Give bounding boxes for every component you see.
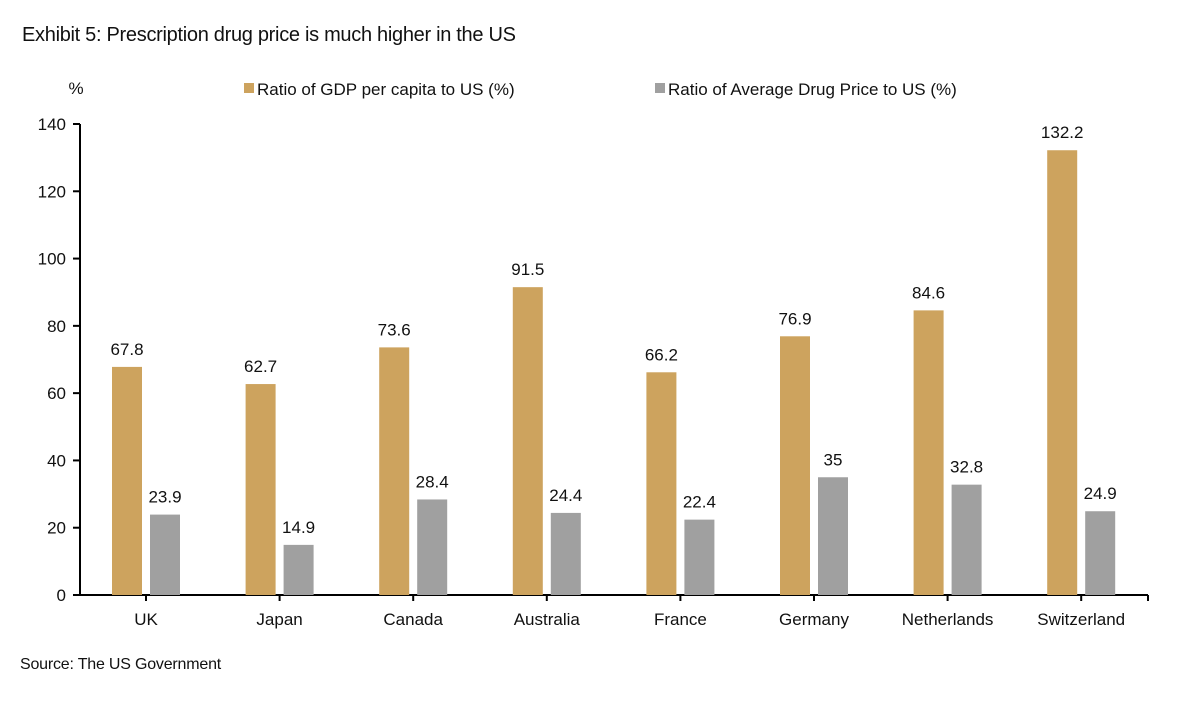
x-tick-label: Japan [256,610,302,629]
bar-drug-price-ratio [550,512,581,595]
data-label-gdp-ratio: 91.5 [511,260,544,279]
y-tick-label: 20 [47,519,66,538]
data-label-gdp-ratio: 67.8 [110,340,143,359]
legend-label: Ratio of Average Drug Price to US (%) [668,80,957,99]
y-tick-label: 80 [47,317,66,336]
bar-drug-price-ratio [818,477,848,595]
bar-gdp-ratio [780,336,810,595]
legend-label: Ratio of GDP per capita to US (%) [257,80,515,99]
bar-gdp-ratio [112,366,142,595]
data-label-gdp-ratio: 62.7 [244,357,277,376]
x-tick-label: Canada [383,610,443,629]
y-tick-label: 120 [38,182,66,201]
data-label-drug-price-ratio: 22.4 [683,493,716,512]
data-label-gdp-ratio: 132.2 [1041,123,1084,142]
y-tick-label: 100 [38,250,66,269]
data-label-drug-price-ratio: 32.8 [950,458,983,477]
bar-drug-price-ratio [684,519,715,595]
data-label-drug-price-ratio: 14.9 [282,518,315,537]
y-tick-label: 140 [38,115,66,134]
bar-drug-price-ratio [951,484,982,595]
x-tick-label: Netherlands [902,610,994,629]
y-axis-unit-label: % [68,79,83,98]
data-label-gdp-ratio: 66.2 [645,345,678,364]
bar-drug-price-ratio [417,499,448,595]
data-label-gdp-ratio: 73.6 [378,320,411,339]
bars [112,150,1116,595]
axes: 0 20 40 60 80 100 120 140 UK Japan Canada Australia… [38,115,1149,629]
bar-drug-price-ratio [1085,511,1116,595]
x-tick-label: UK [134,610,158,629]
legend-swatch [244,83,254,93]
legend: Ratio of GDP per capita to US (%) Ratio o… [244,80,957,99]
data-label-gdp-ratio: 84.6 [912,283,945,302]
y-tick-label: 0 [57,586,66,605]
data-label-drug-price-ratio: 28.4 [416,472,449,491]
y-tick-label: 40 [47,451,66,470]
x-tick-label: Switzerland [1037,610,1125,629]
data-label-drug-price-ratio: 23.9 [148,488,181,507]
bar-gdp-ratio [512,287,543,595]
data-labels: 67.8 23.9 62.7 14.9 73.6 28.4 91.5 24.4 66.2 22.4… [110,123,1116,537]
data-label-drug-price-ratio: 24.9 [1084,484,1117,503]
x-tick-label: France [654,610,707,629]
data-label-drug-price-ratio: 35 [824,450,843,469]
bar-drug-price-ratio [150,514,180,595]
data-label-drug-price-ratio: 24.4 [549,486,582,505]
bar-gdp-ratio [1047,150,1078,595]
y-tick-label: 60 [47,384,66,403]
bar-gdp-ratio [646,372,677,595]
data-label-gdp-ratio: 76.9 [778,309,811,328]
bar-drug-price-ratio [283,544,314,595]
x-tick-label: Australia [514,610,581,629]
legend-swatch [655,83,665,93]
bar-gdp-ratio [379,347,410,595]
bar-gdp-ratio [245,384,276,595]
source-note: Source: The US Government [20,656,222,673]
x-tick-label: Germany [779,610,849,629]
bar-gdp-ratio [913,310,944,595]
chart-title: Exhibit 5: Prescription drug price is mu… [22,24,516,46]
